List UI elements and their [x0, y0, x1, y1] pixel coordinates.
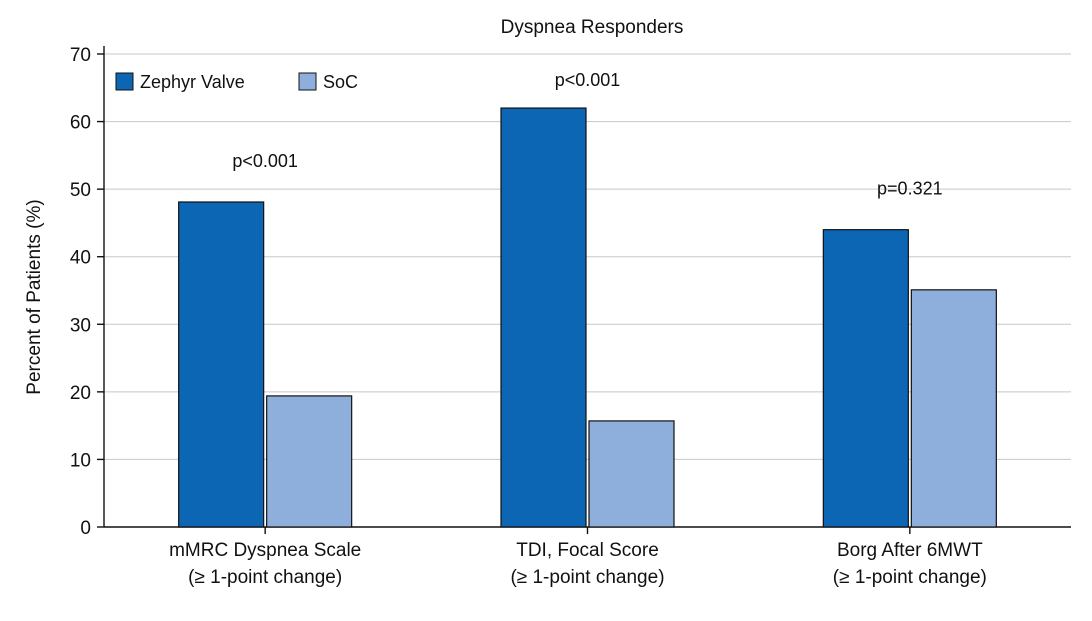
x-tick-label: (≥ 1-point change) [188, 567, 342, 588]
bar-soc [266, 395, 353, 528]
x-tick-label: (≥ 1-point change) [833, 567, 987, 588]
x-tick-label: Borg After 6MWT [837, 540, 983, 561]
y-tick-label: 30 [70, 315, 91, 336]
bar-soc [910, 289, 997, 528]
p-value-annotation: p=0.321 [877, 179, 943, 199]
y-tick-label: 20 [70, 383, 91, 404]
bars [178, 107, 997, 528]
y-tick-label: 0 [80, 518, 91, 539]
legend-label-zephyr-valve: Zephyr Valve [140, 72, 245, 92]
p-value-annotation: p<0.001 [555, 70, 621, 90]
legend: Zephyr Valve SoC [115, 72, 358, 92]
category-labels: mMRC Dyspnea Scale (≥ 1-point change) TDI,… [169, 540, 987, 588]
y-tick-label: 10 [70, 450, 91, 471]
bar-soc [588, 420, 675, 528]
y-tick-label: 40 [70, 248, 91, 269]
legend-swatch-soc [298, 72, 317, 91]
p-value-annotation: p<0.001 [232, 151, 298, 171]
x-tick-label: TDI, Focal Score [516, 540, 659, 561]
y-tick-label: 70 [70, 45, 91, 66]
x-tick-label: (≥ 1-point change) [510, 567, 664, 588]
legend-label-soc: SoC [323, 72, 358, 92]
legend-swatch-zephyr-valve [115, 72, 134, 91]
bar-zephyr-valve [500, 107, 587, 528]
gridlines [104, 53, 1071, 460]
x-tick-label: mMRC Dyspnea Scale [169, 540, 361, 561]
bar-zephyr-valve [822, 229, 909, 528]
y-tick-label: 50 [70, 180, 91, 201]
p-value-annotations: p<0.001 p<0.001 p=0.321 [232, 70, 942, 199]
y-tick-label: 60 [70, 113, 91, 134]
y-axis-label: Percent of Patients (%) [24, 199, 45, 394]
chart-title: Dyspnea Responders [501, 17, 684, 38]
bar-zephyr-valve [178, 201, 265, 528]
axes: 0 10 20 30 40 50 60 70 [70, 45, 1071, 539]
